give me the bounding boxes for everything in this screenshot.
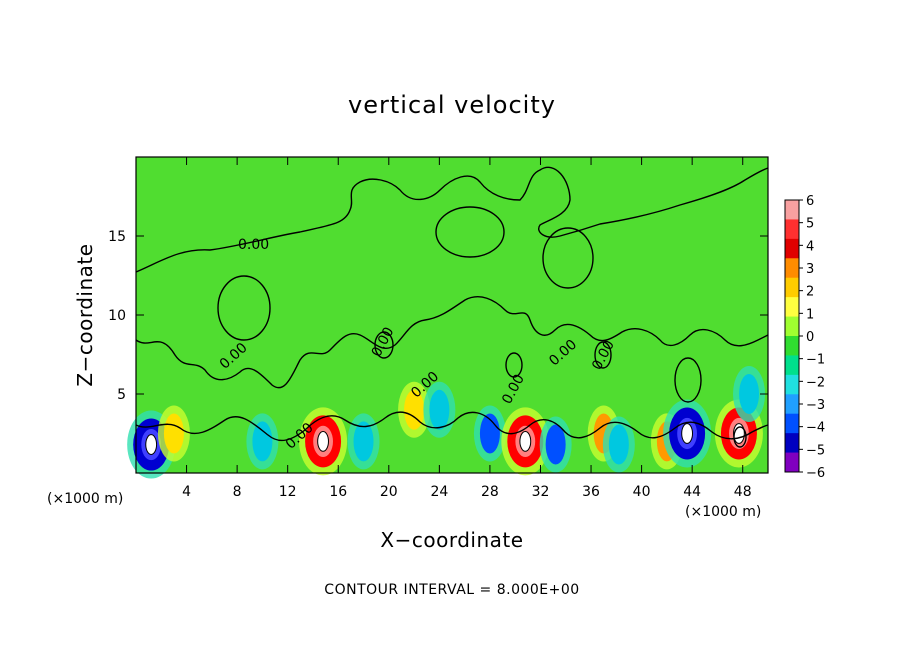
- contour-label: 0.00: [238, 237, 269, 253]
- x-tick-label: 8: [233, 484, 242, 500]
- colorbar-swatch: [785, 374, 799, 395]
- zero-contour-loop: [505, 352, 523, 378]
- colorbar-swatch: [785, 413, 799, 434]
- colorbar-tick-label: 2: [806, 285, 814, 300]
- colorbar-tick-label: 6: [806, 194, 814, 209]
- colorbar-tick-label: −3: [806, 398, 825, 413]
- colorbar-swatch: [785, 433, 799, 454]
- y-tick-label: 10: [108, 308, 126, 324]
- colorbar-swatch: [785, 258, 799, 279]
- y-axis: 5 10 15: [108, 229, 768, 403]
- chart-title: vertical velocity: [348, 91, 556, 119]
- colorbar-swatch: [785, 316, 799, 337]
- y-tick-label: 5: [117, 387, 126, 403]
- x-tick-label: 40: [633, 484, 651, 500]
- colorbar-tick-label: −5: [806, 443, 825, 458]
- downdraft-cell: [423, 381, 456, 438]
- velocity-field: [127, 366, 766, 479]
- zero-contours: [135, 166, 769, 448]
- zero-contour-loop: [594, 341, 612, 369]
- colorbar-tick-label: −2: [806, 375, 825, 390]
- downdraft-cell: [602, 416, 635, 473]
- colorbar-tick-label: −6: [806, 466, 825, 481]
- colorbar-tick-label: 1: [806, 307, 814, 322]
- zero-contour-loop: [674, 357, 702, 403]
- zero-contour-loop: [217, 275, 271, 341]
- colorbar-swatch: [785, 452, 799, 473]
- colorbar-swatch: [785, 336, 799, 356]
- x-tick-label: 20: [380, 484, 398, 500]
- x-tick-label: 32: [532, 484, 550, 500]
- downdraft-cell: [663, 399, 712, 468]
- y-tick-label: 15: [108, 229, 126, 245]
- zero-contour-upper: [135, 166, 769, 273]
- downdraft-cell: [539, 416, 572, 473]
- downdraft-cell: [347, 413, 380, 470]
- colorbar-swatch: [785, 219, 799, 240]
- colorbar-swatch: [785, 200, 799, 220]
- zero-contour-low: [135, 411, 769, 442]
- x-tick-label: 24: [430, 484, 448, 500]
- x-unit-label-left: (×1000 m): [47, 491, 123, 507]
- updraft-cell: [157, 405, 190, 462]
- updraft-cell: [501, 407, 550, 476]
- colorbar-swatch: [785, 297, 799, 318]
- zero-contour-loop: [542, 227, 594, 289]
- contour-interval-note: CONTOUR INTERVAL = 8.000E+00: [324, 582, 579, 598]
- x-tick-label: 48: [734, 484, 752, 500]
- x-tick-label: 44: [683, 484, 701, 500]
- plot-area: 0.00 0.00 0.00 0.00 0.00 0.00 0.00 0.00: [127, 156, 769, 479]
- colorbar: 6 5 4 3 2 1 0 −1 −2 −3 −4 −5 −6: [784, 194, 825, 481]
- zero-contour-mid: [135, 296, 769, 389]
- x-tick-label: 28: [481, 484, 499, 500]
- colorbar-swatch: [785, 394, 799, 415]
- y-axis-label: Z−coordinate: [73, 243, 97, 386]
- colorbar-swatch: [785, 355, 799, 376]
- zero-contour-loop: [374, 331, 394, 359]
- x-tick-label: 16: [329, 484, 347, 500]
- colorbar-tick-label: −1: [806, 353, 825, 368]
- colorbar-tick-label: 3: [806, 262, 814, 277]
- x-tick-label: 12: [279, 484, 297, 500]
- colorbar-tick-label: 4: [806, 239, 814, 254]
- colorbar-swatch: [785, 277, 799, 298]
- colorbar-swatch: [785, 238, 799, 259]
- downdraft-cell: [473, 405, 506, 462]
- zero-contour-loop: [733, 426, 747, 448]
- x-unit-label-right: (×1000 m): [685, 504, 761, 520]
- downdraft-cell: [246, 413, 279, 470]
- x-axis: 4 8 12 16 20 24 28 32 36 40 44 48: [182, 157, 752, 500]
- colorbar-tick-label: 5: [806, 217, 814, 232]
- downdraft-cell: [733, 366, 766, 422]
- colorbar-tick-label: 0: [806, 330, 814, 345]
- x-tick-label: 36: [582, 484, 600, 500]
- x-axis-label: X−coordinate: [380, 528, 523, 552]
- x-tick-label: 4: [182, 484, 191, 500]
- zero-contour-loop: [435, 206, 505, 258]
- colorbar-tick-label: −4: [806, 421, 825, 436]
